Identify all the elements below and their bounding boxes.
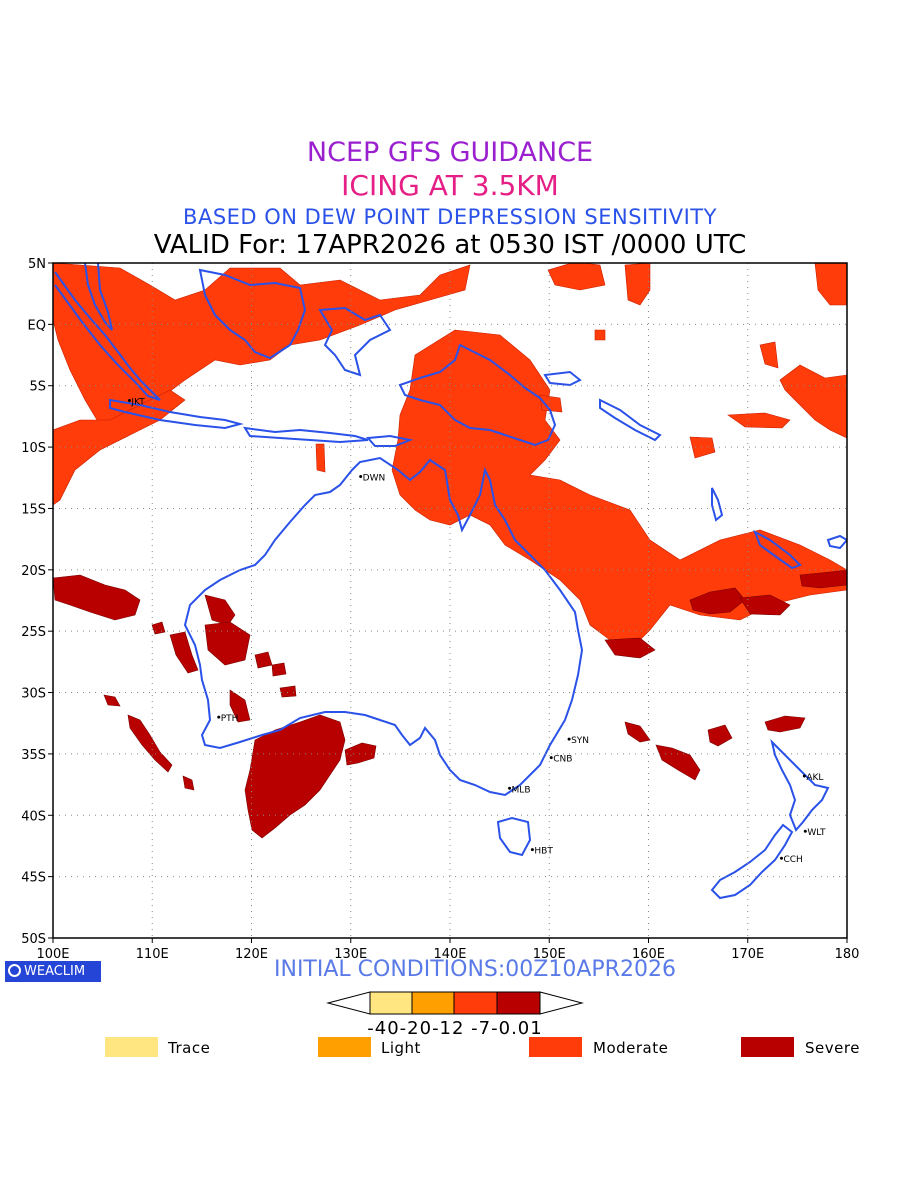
coast-australia — [183, 456, 584, 797]
legend-moderate-swatch — [529, 1037, 582, 1057]
station-dot — [359, 475, 363, 479]
lat-label: 25S — [21, 625, 46, 640]
logo-text: WEACLIM — [24, 964, 86, 979]
station-dot — [779, 856, 783, 860]
coast-new-guinea — [398, 343, 557, 447]
station-dot — [127, 398, 131, 402]
lat-label: 40S — [21, 809, 46, 824]
station-markers: JKT DWN PTH SYN CNB MLB HBT AKL WLT CCH — [127, 397, 826, 865]
lon-label: 110E — [136, 947, 169, 962]
lon-label: 180 — [835, 947, 860, 962]
coast-malay-peninsula — [84, 263, 113, 331]
longitude-axis: 100E 110E 120E 130E 140E 150E 160E 170E 180 — [36, 938, 859, 962]
legend-severe-label: Severe — [805, 1039, 860, 1057]
legend-light-swatch — [318, 1037, 371, 1057]
station-dot — [567, 737, 571, 741]
coast-timor — [365, 434, 414, 447]
lat-label: 35S — [21, 748, 46, 763]
coast-lesser-sundas — [243, 426, 369, 444]
lon-label: 140E — [433, 947, 466, 962]
station-dot — [508, 786, 512, 790]
station-label-cnb: CNB — [553, 755, 572, 765]
colorbar-high-arrow — [539, 991, 584, 1015]
coast-solomons — [599, 398, 662, 442]
lon-label: 150E — [533, 947, 566, 962]
coast-new-caledonia — [753, 529, 802, 570]
coast-new-britain — [543, 370, 582, 387]
legend-moderate-label: Moderate — [593, 1039, 669, 1057]
map-title-product: ICING AT 3.5KM — [341, 169, 559, 202]
coast-tasmania — [496, 816, 532, 857]
coast-new-zealand-north — [770, 738, 830, 832]
colorbar-light-swatch — [411, 991, 455, 1015]
coast-fiji — [826, 534, 847, 550]
lat-label: 20S — [21, 564, 46, 579]
moderate-icing-areas — [53, 263, 847, 651]
map-valid-time: VALID For: 17APR2026 at 0530 IST /0000 U… — [153, 230, 747, 260]
colorbar-trace-swatch — [369, 991, 413, 1015]
colorbar-low-arrow — [326, 991, 371, 1015]
station-label-akl: AKL — [806, 773, 823, 783]
severe-icing-areas — [53, 569, 847, 839]
copyright-icon — [8, 964, 21, 977]
lat-label: 10S — [21, 441, 46, 456]
colorbar-ticks: -40-20-12 -7-0.01 — [367, 1018, 542, 1039]
station-label-syn: SYN — [571, 736, 589, 746]
station-dot — [802, 774, 806, 778]
station-label-mlb: MLB — [512, 785, 531, 795]
station-label-dwn: DWN — [363, 474, 386, 484]
colorbar: -40-20-12 -7-0.01 — [326, 991, 584, 1039]
map-title-source: NCEP GFS GUIDANCE — [306, 137, 594, 168]
coast-new-zealand-south — [710, 823, 794, 900]
map-title-method: BASED ON DEW POINT DEPRESSION SENSITIVIT… — [183, 205, 717, 229]
lat-label: 50S — [21, 932, 46, 947]
station-dot — [549, 756, 553, 760]
lat-label: 5N — [28, 257, 46, 272]
coast-borneo — [198, 268, 307, 360]
station-dot — [217, 715, 221, 719]
lon-label: 130E — [334, 947, 367, 962]
station-label-wlt: WLT — [807, 828, 826, 838]
station-label-hbt: HBT — [534, 847, 553, 857]
lon-label: 120E — [235, 947, 268, 962]
station-label-cch: CCH — [783, 855, 802, 865]
latitude-axis: 5N EQ 5S 10S 15S 20S 25S 30S 35S 40S 45S 50S — [21, 257, 53, 947]
coastlines — [54, 263, 847, 900]
lon-label: 100E — [36, 947, 69, 962]
lat-label: 15S — [21, 502, 46, 517]
station-label-pth: PTH — [221, 714, 239, 724]
station-label-jkt: JKT — [130, 397, 145, 407]
lon-label: 170E — [731, 947, 764, 962]
lat-label: 45S — [21, 871, 46, 886]
coast-java — [109, 398, 244, 430]
coast-vanuatu — [711, 487, 724, 522]
graticule — [53, 263, 847, 938]
coast-sumatra — [54, 271, 161, 401]
initial-conditions: INITIAL CONDITIONS:00Z10APR2026 — [274, 957, 676, 982]
colorbar-severe-swatch — [496, 991, 541, 1015]
weaclim-logo: WEACLIM — [5, 961, 101, 982]
lat-label: 30S — [21, 687, 46, 702]
station-dot — [530, 848, 534, 852]
colorbar-moderate-swatch — [453, 991, 498, 1015]
lon-label: 160E — [632, 947, 665, 962]
legend-trace-swatch — [105, 1037, 158, 1057]
icing-areas — [53, 263, 847, 839]
legend-light-label: Light — [381, 1039, 421, 1057]
lat-label: 5S — [29, 380, 46, 395]
legend-trace-label: Trace — [168, 1039, 211, 1057]
coast-sulawesi — [318, 306, 392, 377]
station-dot — [803, 829, 807, 833]
lat-label: EQ — [28, 318, 46, 333]
legend-severe-swatch — [741, 1037, 794, 1057]
